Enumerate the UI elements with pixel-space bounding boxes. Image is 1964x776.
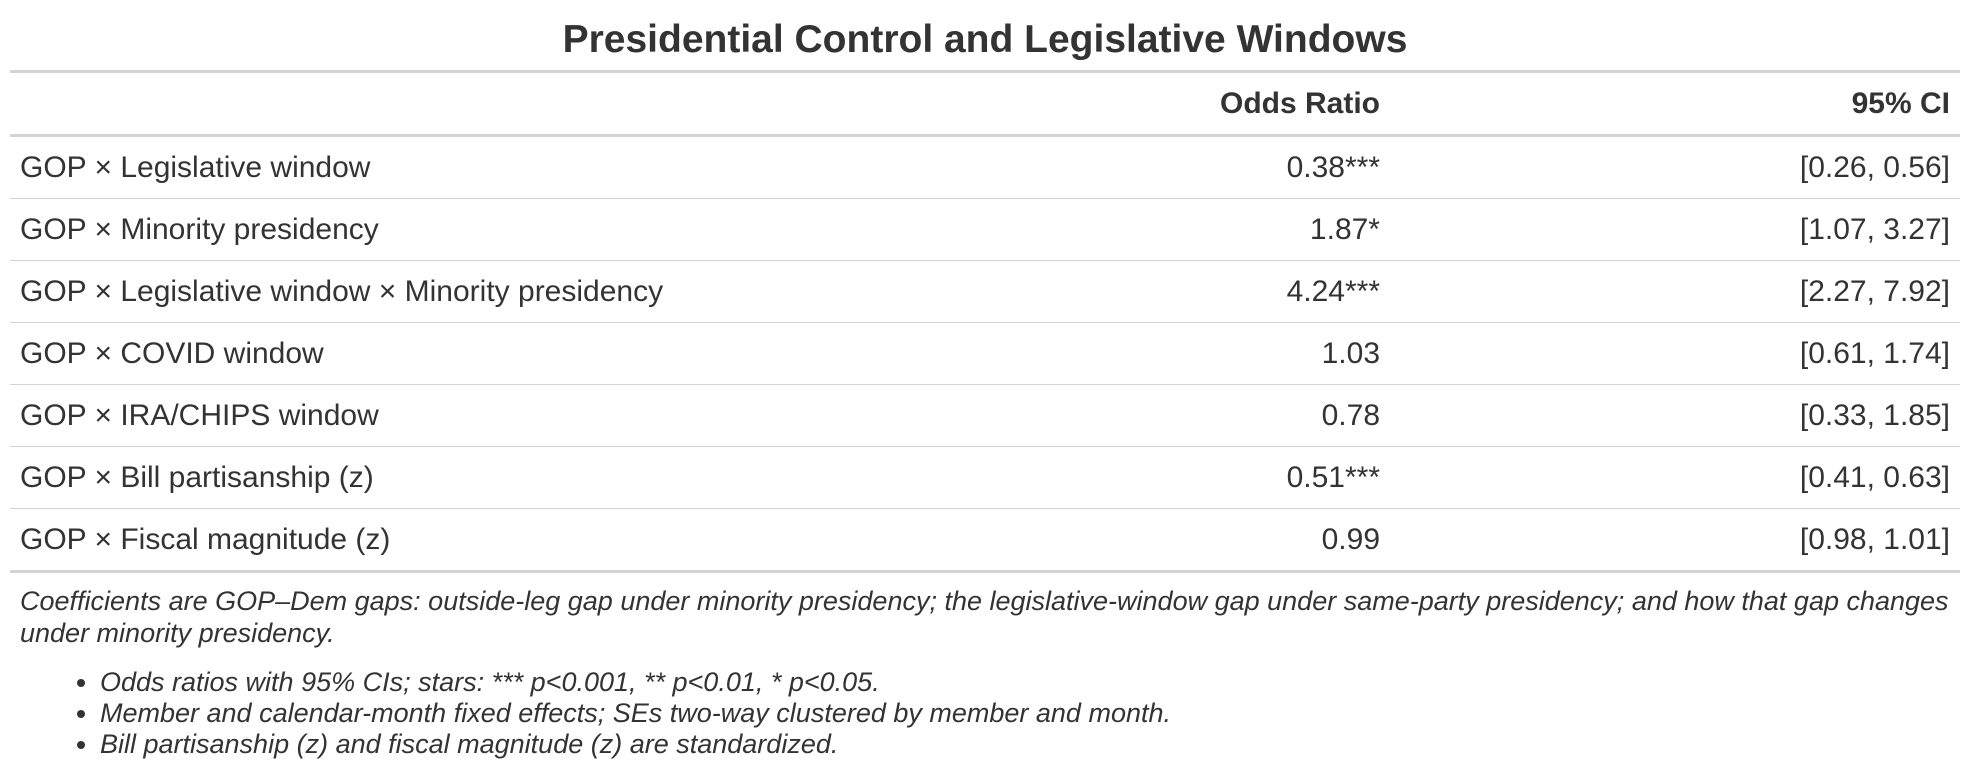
table-row: GOP × IRA/CHIPS window 0.78 [0.33, 1.85]: [10, 384, 1960, 447]
table-row: GOP × Bill partisanship (z) 0.51*** [0.4…: [10, 446, 1960, 509]
ci-cell: [0.26, 0.56]: [1390, 135, 1960, 199]
ci-cell: [1.07, 3.27]: [1390, 198, 1960, 261]
row-label: GOP × Legislative window × Minority pres…: [10, 260, 1010, 323]
note-bullet: Bill partisanship (z) and fiscal magnitu…: [100, 729, 1950, 760]
note-bullet: Member and calendar-month fixed effects;…: [100, 698, 1950, 729]
table-row: GOP × Minority presidency 1.87* [1.07, 3…: [10, 198, 1960, 261]
row-label: GOP × Legislative window: [10, 135, 1010, 199]
odds-ratio-cell: 4.24***: [1010, 260, 1390, 323]
note-bullet-list: Odds ratios with 95% CIs; stars: *** p<0…: [20, 667, 1950, 760]
row-label: GOP × Bill partisanship (z): [10, 446, 1010, 509]
header-row: Odds Ratio 95% CI: [10, 73, 1960, 137]
regression-table-container: Presidential Control and Legislative Win…: [10, 0, 1960, 760]
ci-cell: [0.41, 0.63]: [1390, 446, 1960, 509]
row-label: GOP × IRA/CHIPS window: [10, 384, 1010, 447]
row-label: GOP × COVID window: [10, 322, 1010, 385]
results-table: Odds Ratio 95% CI GOP × Legislative wind…: [10, 73, 1960, 573]
column-header-ci: 95% CI: [1390, 73, 1960, 137]
table-row: GOP × Legislative window 0.38*** [0.26, …: [10, 135, 1960, 199]
title-divider: [10, 70, 1960, 73]
table-notes: Coefficients are GOP–Dem gaps: outside-l…: [10, 585, 1960, 760]
table-row: GOP × Fiscal magnitude (z) 0.99 [0.98, 1…: [10, 508, 1960, 573]
odds-ratio-cell: 0.99: [1010, 508, 1390, 573]
odds-ratio-cell: 1.03: [1010, 322, 1390, 385]
table-note: Coefficients are GOP–Dem gaps: outside-l…: [20, 586, 1949, 648]
ci-cell: [0.61, 1.74]: [1390, 322, 1960, 385]
column-header-label: [10, 73, 1010, 137]
ci-cell: [0.33, 1.85]: [1390, 384, 1960, 447]
note-bullet: Odds ratios with 95% CIs; stars: *** p<0…: [100, 667, 1950, 698]
ci-cell: [2.27, 7.92]: [1390, 260, 1960, 323]
table-row: GOP × COVID window 1.03 [0.61, 1.74]: [10, 322, 1960, 385]
odds-ratio-cell: 0.51***: [1010, 446, 1390, 509]
column-header-odds-ratio: Odds Ratio: [1010, 73, 1390, 137]
table-row: GOP × Legislative window × Minority pres…: [10, 260, 1960, 323]
odds-ratio-cell: 0.38***: [1010, 135, 1390, 199]
odds-ratio-cell: 0.78: [1010, 384, 1390, 447]
odds-ratio-cell: 1.87*: [1010, 198, 1390, 261]
row-label: GOP × Minority presidency: [10, 198, 1010, 261]
table-title: Presidential Control and Legislative Win…: [562, 18, 1408, 61]
row-label: GOP × Fiscal magnitude (z): [10, 508, 1010, 573]
ci-cell: [0.98, 1.01]: [1390, 508, 1960, 573]
